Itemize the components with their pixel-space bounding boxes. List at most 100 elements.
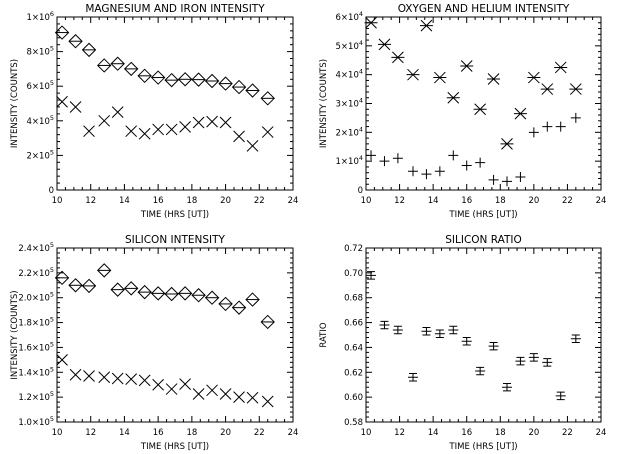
marker-stroke: [500, 138, 514, 150]
marker-stroke: [137, 68, 152, 84]
errorbar-stroke: [366, 271, 377, 280]
errorbar-point: [488, 341, 499, 351]
marker-stroke: [110, 56, 125, 71]
diamond-point: [245, 292, 260, 307]
marker-stroke: [98, 114, 111, 127]
diamond-point: [150, 70, 166, 85]
marker-stroke: [177, 72, 193, 87]
plus-point: [408, 166, 418, 177]
errorbar-stroke: [555, 391, 566, 401]
x-tick-label: 20: [528, 196, 539, 206]
asterisk-point: [487, 73, 501, 85]
y-tick-label: 1.8×105: [18, 316, 54, 329]
marker-stroke: [246, 140, 259, 152]
y-tick-label: 0.68: [344, 294, 363, 304]
x-point: [192, 116, 205, 129]
x-point: [125, 125, 138, 138]
errorbar-stroke: [421, 327, 432, 336]
marker-stroke: [56, 95, 68, 108]
plus-point: [379, 156, 390, 167]
marker-stroke: [123, 61, 139, 77]
marker-stroke: [233, 130, 245, 143]
diamond-point: [191, 72, 206, 87]
marker-stroke: [392, 153, 403, 164]
asterisk-point: [554, 61, 568, 74]
errorbar-stroke: [542, 358, 553, 367]
x-point: [179, 378, 191, 390]
marker-stroke: [206, 115, 218, 128]
diamond-point: [245, 83, 260, 98]
marker-stroke: [379, 156, 390, 167]
errorbar-stroke: [461, 336, 472, 346]
marker-stroke: [570, 112, 581, 123]
marker-stroke: [473, 103, 487, 116]
x-tick-label: 20: [528, 428, 539, 438]
x-tick-label: 18: [186, 196, 197, 206]
marker-stroke: [150, 286, 166, 301]
x-tick-label: 14: [119, 196, 130, 206]
x-point: [261, 395, 274, 408]
chart-title: SILICON INTENSITY: [125, 234, 226, 246]
diamond-point: [54, 25, 70, 40]
y-tick-label: 3×104: [336, 97, 364, 110]
marker-stroke: [364, 16, 378, 29]
plus-point: [528, 127, 539, 138]
errorbar-point: [379, 320, 390, 330]
y-tick-label: 0.64: [344, 343, 363, 353]
marker-stroke: [231, 300, 247, 315]
y-tick-label: 2.2×105: [18, 266, 54, 279]
y-tick-label: 2×104: [336, 125, 364, 138]
marker-stroke: [68, 278, 83, 293]
x-tick-label: 12: [394, 196, 405, 206]
x-point: [192, 388, 205, 400]
chart-title: MAGNESIUM AND IRON INTENSITY: [85, 3, 265, 15]
asterisk-point: [433, 71, 447, 84]
x-tick-label: 16: [153, 196, 164, 206]
diamond-point: [96, 58, 112, 73]
diamond-point: [110, 282, 125, 297]
errorbar-point: [392, 325, 403, 335]
x-tick-label: 24: [596, 428, 607, 438]
diamond-point: [96, 263, 112, 278]
plus-point: [434, 166, 445, 177]
marker-stroke: [260, 91, 275, 106]
marker-stroke: [434, 166, 445, 177]
y-tick-label: 6×105: [27, 79, 55, 92]
plus-point: [515, 172, 526, 183]
marker-stroke: [152, 123, 164, 136]
marker-stroke: [419, 19, 433, 32]
marker-stroke: [110, 282, 125, 297]
diamond-point: [204, 73, 220, 89]
marker-stroke: [152, 378, 164, 391]
asterisk-point: [406, 68, 420, 81]
plus-point: [392, 153, 403, 164]
x-point: [179, 121, 191, 133]
marker-stroke: [150, 70, 166, 85]
plot-frame: [365, 247, 602, 423]
marker-stroke: [218, 76, 233, 91]
x-tick-label: 10: [52, 196, 63, 206]
marker-stroke: [245, 292, 260, 307]
y-tick-label: 2.0×105: [18, 291, 54, 304]
asterisk-point: [377, 38, 391, 51]
x-axis-label: TIME (HRS [UT]): [448, 210, 517, 220]
plus-point: [366, 150, 377, 161]
marker-stroke: [246, 391, 259, 404]
marker-stroke: [123, 281, 139, 296]
y-tick-label: 8×105: [27, 45, 55, 58]
errorbar-stroke: [502, 382, 512, 392]
marker-stroke: [191, 288, 206, 303]
marker-stroke: [540, 83, 554, 95]
marker-stroke: [96, 58, 112, 73]
x-point: [98, 114, 111, 127]
marker-stroke: [219, 388, 232, 400]
diamond-point: [164, 286, 179, 302]
y-axis-label: INTENSITY (COUNTS): [10, 290, 20, 379]
chart-title: OXYGEN AND HELIUM INTENSITY: [398, 3, 570, 15]
marker-stroke: [81, 278, 97, 294]
errorbar-stroke: [448, 325, 459, 335]
errorbar-point: [502, 382, 512, 392]
y-tick-label: 1×104: [336, 154, 364, 167]
asterisk-point: [527, 71, 541, 84]
asterisk-point: [446, 91, 460, 104]
